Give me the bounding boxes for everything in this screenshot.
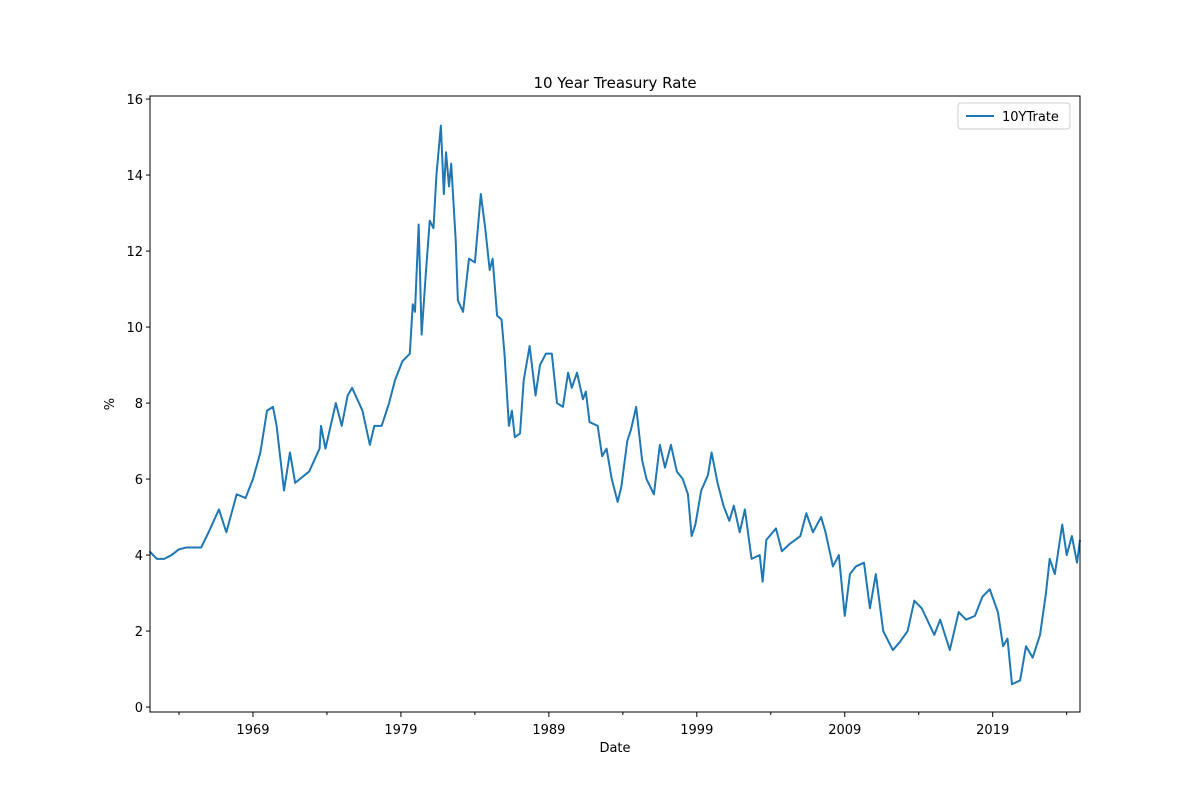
y-tick-label: 12: [126, 245, 143, 260]
x-tick-label: 1969: [236, 723, 269, 738]
y-tick-label: 0: [135, 701, 143, 716]
y-tick-label: 14: [126, 169, 143, 184]
data-line: [148, 124, 1081, 686]
legend-box: [957, 102, 1071, 130]
y-tick-label: 10: [126, 321, 143, 336]
x-tick-label: 1999: [680, 723, 713, 738]
x-tick-label: 1989: [532, 723, 565, 738]
x-tick-label: 2019: [976, 723, 1009, 738]
x-axis-label: Date: [599, 741, 630, 756]
x-tick-label: 1979: [384, 723, 417, 738]
legend-label: 10YTrate: [1002, 110, 1059, 125]
y-axis-label: %: [103, 398, 118, 410]
y-tick-label: 6: [135, 473, 143, 488]
legend: 10YTrate: [957, 102, 1071, 130]
y-tick-label: 8: [135, 397, 143, 412]
x-tick-label: 2009: [828, 723, 861, 738]
y-tick-label: 2: [135, 625, 143, 640]
y-tick-label: 16: [126, 93, 143, 108]
chart-title: 10 Year Treasury Rate: [533, 74, 696, 92]
y-tick-label: 4: [135, 549, 143, 564]
plot-frame: [149, 95, 1081, 713]
